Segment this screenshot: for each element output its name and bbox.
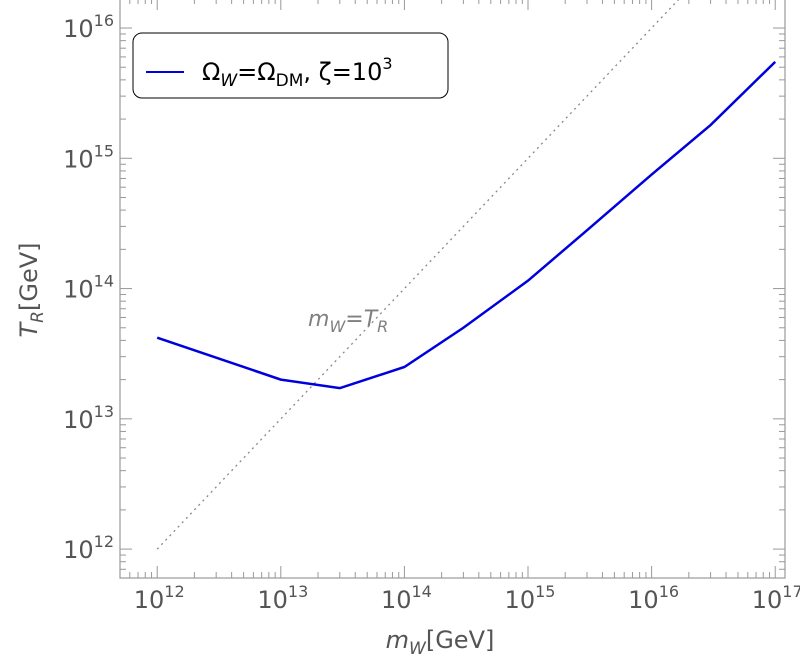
plot-frame [119,0,786,579]
x-axis-label: mW[GeV] [386,626,495,659]
diagonal-annotation: mW=TR [308,307,388,336]
y-tick-label: 1013 [63,402,114,434]
y-tick-label: 1016 [63,11,114,43]
y-tick-label: 1015 [63,141,114,173]
legend-label: ΩW=ΩDM, ζ=103 [202,54,393,91]
legend: ΩW=ΩDM, ζ=103 [132,32,449,99]
tick-labels-layer: 1012 1013 1014 1015 1016 1017 1012 1013 1014 1015… [63,11,800,614]
x-tick-label: 1016 [628,582,679,614]
x-tick-label: 1013 [257,582,308,614]
y-tick-label: 1014 [63,272,114,304]
x-tick-label: 1014 [381,582,432,614]
legend-box [132,32,449,99]
x-tick-label: 1015 [505,582,556,614]
y-tick-label: 1012 [63,532,114,564]
x-tick-label: 1017 [752,582,800,614]
x-tick-label: 1012 [134,582,185,614]
y-axis-label: TR[GeV] [15,243,48,338]
ticks-layer [119,0,785,579]
series-diagonal-line [156,0,680,550]
series-dm-line [156,60,777,390]
